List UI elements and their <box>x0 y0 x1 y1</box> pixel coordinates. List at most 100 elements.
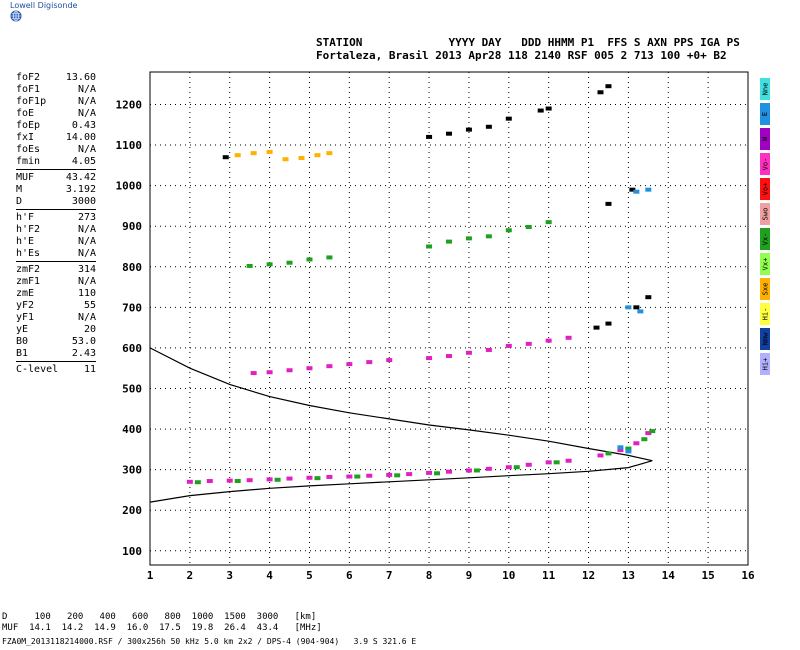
param-value: 20 <box>83 324 96 335</box>
echo-point <box>346 474 353 479</box>
param-value: N/A <box>77 144 96 155</box>
param-row: foEs N/A <box>16 144 96 156</box>
legend-button-hi-9[interactable]: Hi- <box>760 303 770 325</box>
echo-point <box>326 474 333 479</box>
echo-point <box>246 478 253 483</box>
echo-point <box>485 347 492 352</box>
echo-point <box>545 106 552 111</box>
echo-point <box>306 475 313 480</box>
param-name: B0 <box>16 336 29 347</box>
echo-point <box>605 451 612 456</box>
echo-point <box>465 236 472 241</box>
x-tick-label: 4 <box>266 569 273 582</box>
x-tick-label: 2 <box>187 569 194 582</box>
x-tick-label: 7 <box>386 569 393 582</box>
param-name: zmF1 <box>16 276 41 287</box>
y-tick-label: 100 <box>122 545 142 558</box>
echo-point <box>298 156 305 161</box>
echo-point <box>306 366 313 371</box>
legend-button-label: Vo- <box>761 157 769 171</box>
param-name: yF1 <box>16 312 35 323</box>
legend-button-vo-3[interactable]: Vo- <box>760 153 770 175</box>
x-tick-label: 16 <box>741 569 755 582</box>
echo-point <box>286 476 293 481</box>
param-value: N/A <box>77 248 96 259</box>
legend-button-hi-11[interactable]: Hi+ <box>760 353 770 375</box>
echo-point <box>625 446 632 451</box>
legend-button-nmw-10[interactable]: Nmw <box>760 328 770 350</box>
legend-button-vx-6[interactable]: Vx- <box>760 228 770 250</box>
echo-point <box>266 370 273 375</box>
param-name: yF2 <box>16 300 35 311</box>
param-divider <box>16 169 96 170</box>
param-row: D 3000 <box>16 196 96 208</box>
echo-point <box>386 472 393 477</box>
legend-button-e-1[interactable]: E <box>760 103 770 125</box>
muf-distance-header: D 100 200 400 600 800 1000 1500 3000 [km… <box>2 612 317 622</box>
legend-button-vo-4[interactable]: Vo+ <box>760 178 770 200</box>
x-tick-label: 9 <box>466 569 473 582</box>
x-tick-label: 13 <box>622 569 635 582</box>
param-row: zmF1 N/A <box>16 276 96 288</box>
param-value: 314 <box>77 264 96 275</box>
legend-button-swo-5[interactable]: Swo <box>760 203 770 225</box>
legend-button-nne-0[interactable]: Nne <box>760 78 770 100</box>
brand-name: Lowell Digisonde <box>10 1 78 10</box>
param-row: foF2 13.60 <box>16 72 96 84</box>
echo-point <box>366 473 373 478</box>
param-value: 14.00 <box>65 132 96 143</box>
param-row: zmE 110 <box>16 288 96 300</box>
legend-button-label: Nmw <box>761 332 769 346</box>
param-row: B0 53.0 <box>16 336 96 348</box>
param-row: foEp 0.43 <box>16 120 96 132</box>
legend-button-label: Vx- <box>761 232 769 246</box>
param-name: foE <box>16 108 35 119</box>
legend-button-label: Vo+ <box>761 182 769 196</box>
echo-point <box>354 474 361 479</box>
param-row: yF2 55 <box>16 300 96 312</box>
echo-point <box>617 448 624 453</box>
param-row: yE 20 <box>16 324 96 336</box>
param-name: yE <box>16 324 29 335</box>
param-name: foEp <box>16 120 41 131</box>
echo-point <box>194 480 201 485</box>
y-tick-label: 900 <box>122 220 142 233</box>
y-tick-label: 1100 <box>116 139 143 152</box>
echo-point <box>625 449 632 454</box>
echo-point <box>513 465 520 470</box>
y-tick-label: 200 <box>122 504 142 517</box>
x-tick-label: 12 <box>582 569 595 582</box>
echo-point <box>505 343 512 348</box>
echo-point <box>633 441 640 446</box>
echo-point <box>545 338 552 343</box>
echo-point <box>446 469 452 474</box>
param-name: h'E <box>16 236 35 247</box>
param-value: N/A <box>77 96 96 107</box>
echo-point <box>505 228 512 233</box>
legend-button-sxe-8[interactable]: Sxe <box>760 278 770 300</box>
electron-density-profile <box>149 347 653 503</box>
param-name: zmE <box>16 288 35 299</box>
param-divider <box>16 261 96 262</box>
param-value: 3.192 <box>65 184 96 195</box>
echo-point <box>597 453 604 458</box>
echo-point <box>434 471 441 476</box>
legend-button-w-2[interactable]: W <box>760 128 770 150</box>
echo-point <box>465 468 472 473</box>
legend-button-vx-7[interactable]: Vx+ <box>760 253 770 275</box>
param-row: h'Es N/A <box>16 248 96 260</box>
param-name: fmin <box>16 156 41 167</box>
echo-point <box>525 225 532 230</box>
legend-button-label: Nne <box>761 82 769 96</box>
echo-point <box>326 364 333 369</box>
legend-button-label: Vx+ <box>761 257 769 271</box>
x-tick-label: 1 <box>147 569 154 582</box>
param-row: zmF2 314 <box>16 264 96 276</box>
echo-point <box>565 335 572 340</box>
echo-point <box>426 356 433 361</box>
param-value: N/A <box>77 84 96 95</box>
echo-point <box>286 368 293 373</box>
echo-point <box>186 479 193 484</box>
param-name: h'Es <box>16 248 41 259</box>
echo-point <box>234 153 241 158</box>
